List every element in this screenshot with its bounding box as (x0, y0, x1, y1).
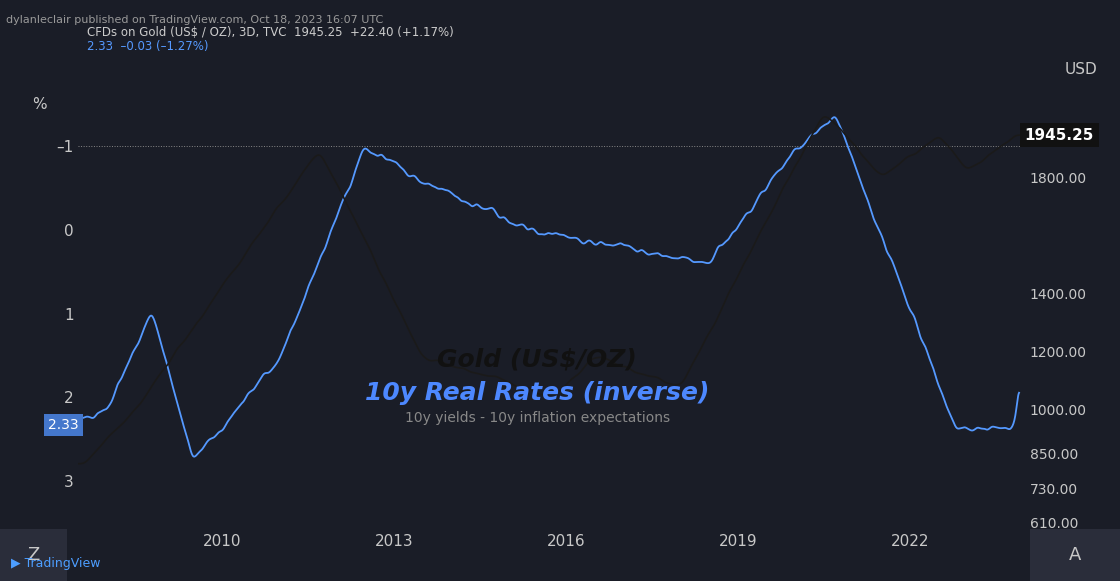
Text: A: A (1068, 546, 1082, 564)
Text: dylanleclair published on TradingView.com, Oct 18, 2023 16:07 UTC: dylanleclair published on TradingView.co… (6, 15, 383, 24)
Text: %: % (31, 97, 47, 112)
Text: CFDs on Gold (US$ / OZ), 3D, TVC  1945.25  +22.40 (+1.17%): CFDs on Gold (US$ / OZ), 3D, TVC 1945.25… (87, 26, 454, 39)
Text: 2.33  –0.03 (–1.27%): 2.33 –0.03 (–1.27%) (87, 40, 208, 52)
Text: ▶ TradingView: ▶ TradingView (11, 557, 101, 570)
Text: 10y yields - 10y inflation expectations: 10y yields - 10y inflation expectations (404, 411, 670, 425)
Text: USD: USD (1064, 62, 1098, 77)
Text: Gold (US$/OZ): Gold (US$/OZ) (438, 348, 637, 372)
Text: 10y Real Rates (inverse): 10y Real Rates (inverse) (365, 381, 709, 405)
Text: Z: Z (28, 546, 39, 564)
Text: 1945.25: 1945.25 (1025, 127, 1094, 142)
Text: 2.33: 2.33 (48, 418, 78, 432)
